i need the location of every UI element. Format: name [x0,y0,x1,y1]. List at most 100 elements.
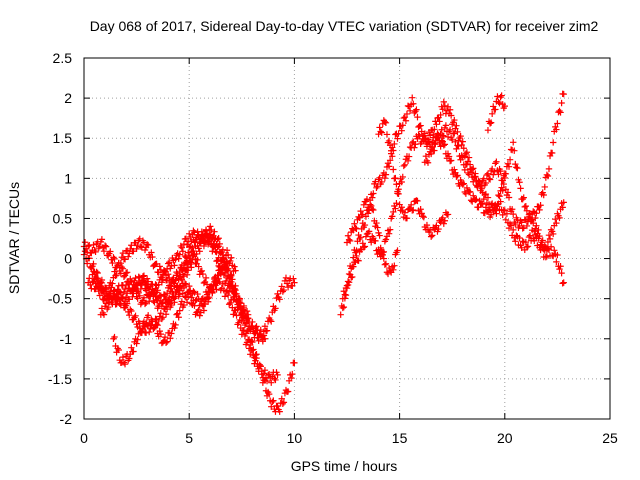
data-point [536,232,543,240]
data-point [496,100,503,107]
data-point [139,277,147,284]
data-point [104,303,112,311]
data-point [376,124,383,131]
data-point [199,270,207,278]
data-point [468,166,476,173]
data-point [148,249,155,256]
data-point [198,267,206,275]
data-point [499,211,506,219]
data-point [215,254,222,261]
data-point [152,321,159,329]
data-point [553,219,560,227]
data-point [520,194,527,201]
data-point [385,264,393,272]
data-point [398,178,405,186]
data-point [536,206,543,214]
data-point [162,311,170,318]
data-point [467,169,475,176]
data-point [484,208,492,215]
data-point [213,257,220,265]
data-point [414,197,421,205]
data-point [225,301,233,308]
data-point [415,131,422,138]
data-point [386,157,394,164]
data-point [181,280,189,287]
data-point [389,153,396,160]
data-point [493,158,500,165]
data-point [418,210,425,217]
data-point [433,222,440,229]
series-t5 [85,227,252,321]
data-point [200,307,208,314]
data-point [419,213,426,220]
tick-labels: 0 5 10 15 20 25 -2 -1.5 -1 -0.5 0 0.5 1 1.5 2 2.5 [48,50,618,446]
data-point [533,210,540,217]
data-point [431,126,438,133]
data-point [495,98,502,106]
data-point [261,323,269,330]
data-point [93,268,100,276]
data-point [271,375,278,382]
data-point [460,180,467,187]
data-point [88,249,95,257]
data-point [175,314,182,321]
data-point [215,235,222,242]
data-point [220,271,228,279]
data-point [514,164,521,172]
data-point [484,170,492,177]
data-point [188,259,195,266]
data-point [136,325,143,332]
data-point [382,171,390,178]
data-point [192,243,199,250]
data-point [359,211,366,218]
data-point [399,173,406,181]
data-point [519,225,526,232]
data-point [488,110,496,118]
data-point [403,110,411,118]
data-point [401,114,409,121]
data-point [519,238,526,245]
data-point [337,311,344,318]
data-point [171,299,178,306]
data-point [149,289,156,296]
data-point [280,399,288,406]
data-point [512,238,519,245]
data-point [504,189,512,196]
data-point [423,140,431,148]
data-point [130,348,137,355]
data-point [204,298,212,305]
data-point [478,182,485,189]
data-point [357,207,364,215]
data-point [357,234,364,241]
data-point [537,202,544,209]
x-axis-label: GPS time / hours [291,458,398,474]
data-point [453,173,460,180]
data-point [243,307,251,315]
data-point [437,143,444,150]
series-t12 [484,92,508,134]
data-point [475,204,482,211]
data-point [224,292,232,299]
data-point [149,253,156,261]
data-point [523,207,531,214]
data-point [272,305,279,312]
data-point [401,209,409,216]
data-point [109,259,116,267]
data-point [442,122,450,129]
data-point [420,213,427,221]
data-point [196,238,203,246]
data-point [113,271,120,279]
data-point [431,147,438,154]
plot-frame [83,57,611,420]
data-point [355,257,362,264]
data-point [119,265,127,272]
data-point [394,247,401,254]
data-point [120,273,128,280]
data-point [392,174,399,182]
data-point [350,263,357,270]
data-point [549,230,557,238]
data-point [200,279,208,287]
data-point [474,183,481,191]
data-point [228,271,235,278]
data-point [503,210,511,217]
